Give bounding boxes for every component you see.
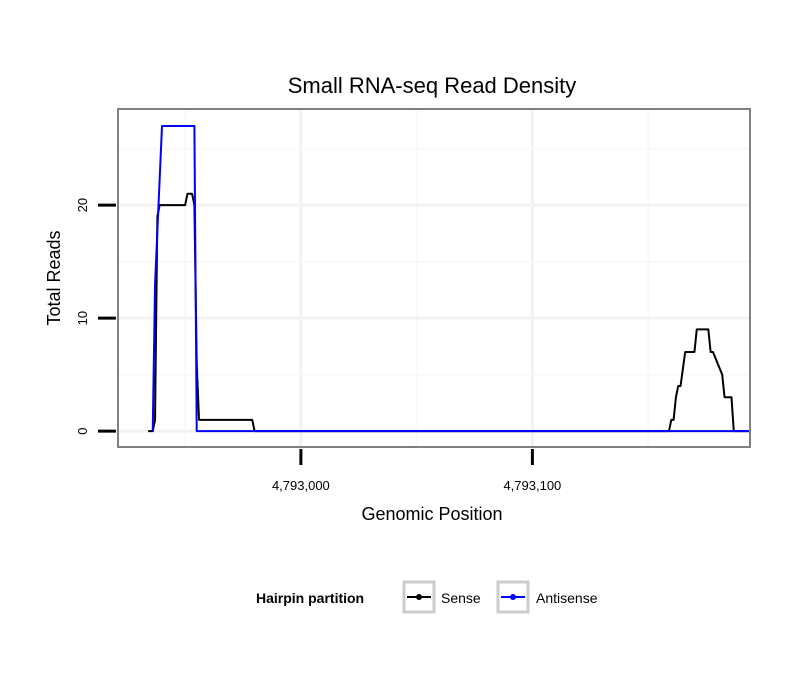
y-tick-labels: 0 10 20	[75, 198, 90, 435]
series-line-antisense	[151, 124, 750, 433]
legend-item-antisense: Antisense	[496, 580, 598, 614]
y-tick-label-2: 20	[75, 198, 90, 212]
plot-background	[118, 109, 750, 447]
legend-label-antisense: Antisense	[536, 590, 598, 606]
chart-title: Small RNA-seq Read Density	[288, 73, 577, 98]
legend-dot-antisense	[510, 594, 516, 600]
legend-label-sense: Sense	[441, 590, 481, 606]
legend-item-sense: Sense	[402, 580, 481, 614]
legend-dot-sense	[416, 594, 422, 600]
x-tick-label-0: 4,793,000	[272, 478, 330, 493]
legend-title: Hairpin partition	[256, 590, 364, 606]
axis-ticks	[98, 203, 534, 465]
series-layer	[148, 124, 750, 433]
plot-border	[117, 108, 751, 448]
y-axis-title: Total Reads	[44, 230, 64, 325]
y-tick-label-0: 0	[75, 428, 90, 435]
legend: Hairpin partition Sense Antisense	[256, 580, 598, 614]
x-tick-labels: 4,793,000 4,793,100	[272, 478, 561, 493]
y-tick-label-1: 10	[75, 311, 90, 325]
x-axis-title: Genomic Position	[361, 504, 502, 524]
x-tick-label-1: 4,793,100	[503, 478, 561, 493]
series-line-sense	[148, 192, 750, 433]
